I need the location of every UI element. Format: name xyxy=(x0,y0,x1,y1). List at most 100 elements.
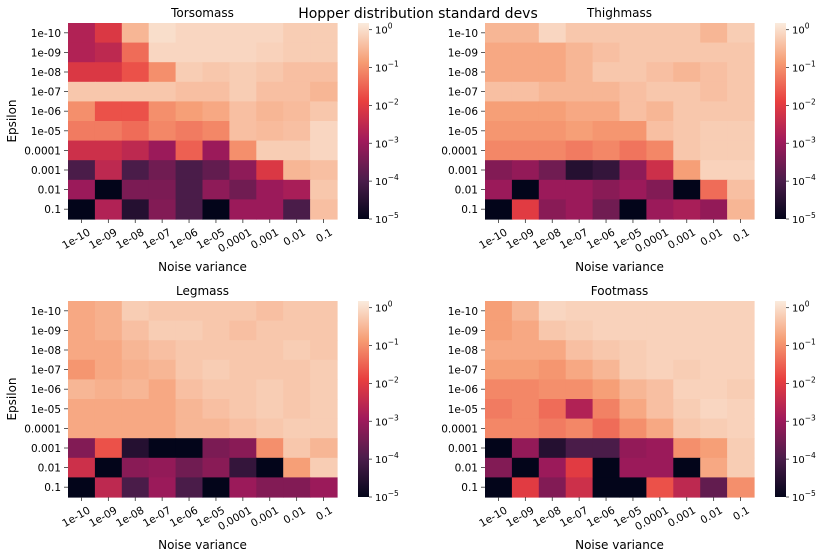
heatmap-cell xyxy=(673,42,701,63)
heatmap-cell xyxy=(148,121,177,142)
heatmap-cell xyxy=(673,179,701,200)
heatmap-cell xyxy=(310,379,338,400)
heatmap-cell xyxy=(148,359,177,380)
x-tick-label: 0.01 xyxy=(281,504,307,526)
heatmap-cell xyxy=(148,438,177,459)
heatmap-cell xyxy=(727,42,755,63)
heatmap-cell xyxy=(310,438,338,459)
heatmap-cell xyxy=(565,101,594,122)
heatmap-cell xyxy=(673,160,701,181)
heatmap-cell xyxy=(700,81,728,102)
heatmap-cell xyxy=(202,477,230,498)
y-tick-label: 0.01 xyxy=(455,185,478,197)
heatmap-cell xyxy=(202,121,230,142)
heatmap-cell xyxy=(283,101,311,122)
heatmap-cell xyxy=(565,340,594,361)
heatmap-cell xyxy=(485,399,513,420)
colorbar-tick-exponent: −3 xyxy=(388,413,399,422)
heatmap-cell xyxy=(646,477,674,498)
heatmap-cell xyxy=(68,320,96,341)
colorbar-tick-exponent: −5 xyxy=(388,489,399,498)
heatmap-cell xyxy=(68,160,96,181)
heatmap-cell xyxy=(673,399,701,420)
heatmap-cell xyxy=(310,301,338,322)
colorbar-tick-base: 10 xyxy=(792,215,805,226)
heatmap-cell xyxy=(229,42,257,63)
x-tick-label: 1e-10 xyxy=(60,226,92,252)
heatmap-cell xyxy=(565,140,594,161)
heatmap-cell xyxy=(727,359,755,380)
heatmap-cell xyxy=(592,340,621,361)
heatmap-cell xyxy=(94,359,123,380)
heatmap-cell xyxy=(565,457,594,478)
y-tick-label: 1e-07 xyxy=(31,365,61,377)
heatmap-cell xyxy=(175,199,204,220)
heatmap-cell xyxy=(485,477,513,498)
y-tick-label: 1e-09 xyxy=(448,47,478,59)
colorbar-tick-label: 10−3 xyxy=(375,135,399,150)
heatmap-cell xyxy=(727,23,755,44)
colorbar-tick-label: 10−1 xyxy=(792,60,816,75)
heatmap-cell xyxy=(592,101,621,122)
heatmap-cell xyxy=(511,477,540,498)
heatmap-cell xyxy=(121,42,150,63)
heatmap-cell xyxy=(68,477,96,498)
heatmap-cell xyxy=(565,418,594,439)
heatmap-cell xyxy=(619,81,647,102)
colorbar-tick-base: 10 xyxy=(792,455,805,466)
heatmap-cell xyxy=(485,418,513,439)
heatmap-cell xyxy=(646,81,674,102)
heatmap-cell xyxy=(673,81,701,102)
heatmap-cell xyxy=(283,160,311,181)
colorbar-tick-base: 10 xyxy=(375,26,388,37)
heatmap-cell xyxy=(121,101,150,122)
heatmap-cell xyxy=(511,301,540,322)
heatmap-cell xyxy=(283,42,311,63)
y-tick-label: 1e-05 xyxy=(31,404,61,416)
heatmap-cell xyxy=(68,418,96,439)
heatmap-cell xyxy=(68,42,96,63)
y-tick-label: 0.001 xyxy=(448,443,478,455)
heatmap-cell xyxy=(94,340,123,361)
heatmap-cell xyxy=(673,101,701,122)
heatmap-cell xyxy=(565,359,594,380)
heatmap-cell xyxy=(94,160,123,181)
colorbar-tick-exponent: −3 xyxy=(388,135,399,144)
heatmap-cell xyxy=(646,320,674,341)
y-tick-label: 1e-07 xyxy=(448,87,478,99)
heatmap-cell xyxy=(94,399,123,420)
heatmap-cell xyxy=(310,23,338,44)
colorbar-tick-base: 10 xyxy=(375,64,388,75)
heatmap-cell xyxy=(229,101,257,122)
heatmap-cell xyxy=(148,81,177,102)
heatmap-cell xyxy=(283,438,311,459)
heatmap-cell xyxy=(565,179,594,200)
colorbar-tick-exponent: 0 xyxy=(388,22,393,31)
heatmap-cell xyxy=(538,340,567,361)
heatmap-cell xyxy=(511,359,540,380)
heatmap-cell xyxy=(256,359,284,380)
heatmap-panel-footmass: Footmass1e-101e-091e-081e-071e-061e-050.… xyxy=(441,284,816,552)
heatmap-cell xyxy=(646,42,674,63)
y-tick-label: 0.0001 xyxy=(441,145,478,157)
heatmap-cell xyxy=(592,359,621,380)
heatmap-cell xyxy=(592,81,621,102)
heatmap-cell xyxy=(148,457,177,478)
heatmap-cell xyxy=(310,457,338,478)
heatmap-cell xyxy=(485,340,513,361)
figure-suptitle: Hopper distribution standard devs xyxy=(298,6,538,22)
heatmap-cell xyxy=(283,457,311,478)
heatmap-cell xyxy=(94,457,123,478)
heatmap-cell xyxy=(511,81,540,102)
heatmap-cell xyxy=(485,199,513,220)
heatmap-cell xyxy=(485,101,513,122)
heatmap-cell xyxy=(94,477,123,498)
y-tick-label: 1e-08 xyxy=(31,67,61,79)
y-tick-label: 0.001 xyxy=(448,165,478,177)
colorbar-tick-base: 10 xyxy=(375,101,388,112)
heatmap-cell xyxy=(565,320,594,341)
heatmap-cell xyxy=(619,301,647,322)
heatmap-cell xyxy=(68,101,96,122)
x-tick-label: 0.01 xyxy=(698,504,724,526)
colorbar-tick-base: 10 xyxy=(792,177,805,188)
